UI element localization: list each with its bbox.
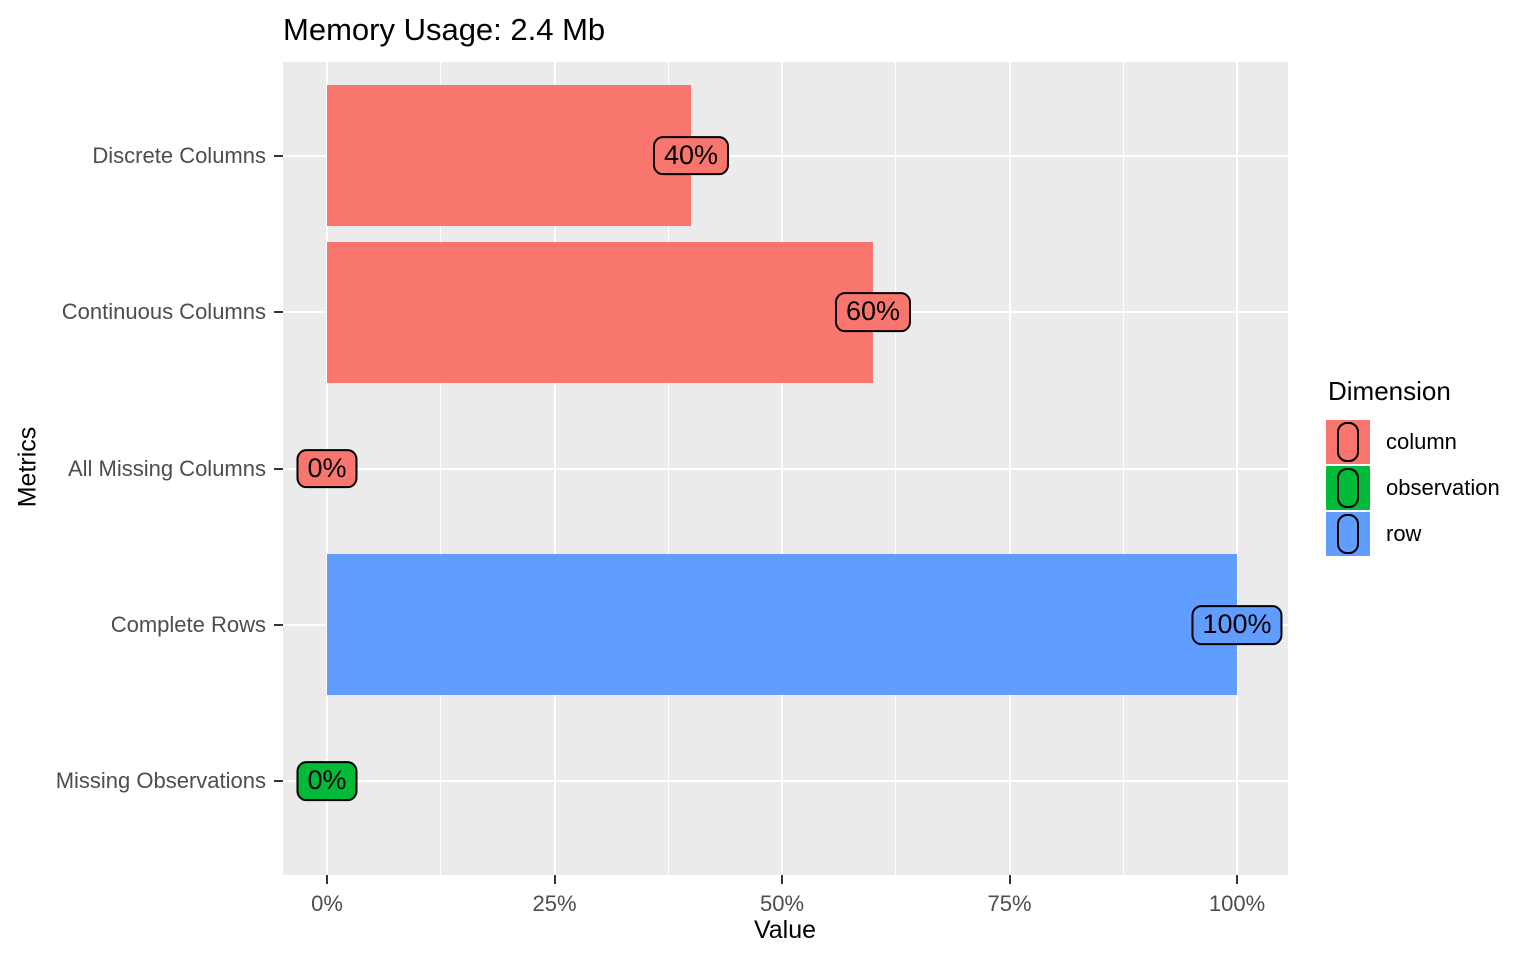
x-tick-mark [553, 875, 556, 884]
y-tick-label: Complete Rows [110, 611, 266, 637]
legend-key-outline [1337, 422, 1359, 462]
y-tick-label: All Missing Columns [67, 455, 266, 481]
y-tick-label: Continuous Columns [61, 299, 266, 325]
x-tick-mark [1236, 875, 1238, 884]
legend-key-outline [1337, 514, 1359, 554]
y-tick-mark [274, 154, 283, 157]
legend: Dimension column observation row [1326, 376, 1500, 558]
bar-row [327, 554, 1237, 696]
bar-value-label: 0% [296, 761, 358, 802]
x-tick-mark [1008, 875, 1011, 884]
x-tick-label: 25% [532, 891, 577, 916]
legend-key-outline [1337, 468, 1359, 508]
x-tick-label: 100% [1208, 891, 1266, 916]
x-tick-mark [781, 875, 783, 884]
plot-title: Memory Usage: 2.4 Mb [283, 12, 606, 47]
bar-value-label: 40% [652, 135, 730, 176]
y-gridline-major [283, 154, 1288, 157]
y-tick-mark [274, 780, 283, 783]
y-tick-label: Discrete Columns [92, 142, 266, 168]
x-tick-mark [326, 875, 328, 884]
bar-value-label: 0% [296, 448, 358, 489]
legend-key-column [1326, 420, 1370, 464]
legend-entry-observation: observation [1326, 466, 1500, 510]
legend-entry-label: row [1386, 521, 1422, 546]
y-tick-mark [274, 623, 283, 626]
legend-entry-row: row [1326, 512, 1500, 556]
legend-entry-label: column [1386, 429, 1457, 454]
x-axis-title: Value [753, 916, 817, 944]
y-axis-title: Metrics [13, 426, 42, 508]
bar-column [327, 241, 873, 383]
bar-value-label: 60% [834, 292, 912, 332]
y-tick-mark [274, 311, 283, 314]
y-tick-label: Missing Observations [55, 768, 266, 794]
x-tick-label: 0% [311, 891, 343, 916]
legend-entries: column observation row [1326, 420, 1500, 556]
legend-key-row [1326, 512, 1370, 556]
y-tick-mark [274, 467, 283, 470]
bar-value-label: 100% [1191, 605, 1283, 645]
y-gridline-major [283, 780, 1288, 783]
legend-key-observation [1326, 466, 1370, 510]
legend-entry-label: observation [1386, 475, 1500, 500]
bar-column [327, 85, 691, 227]
legend-title: Dimension [1328, 376, 1451, 406]
x-tick-label: 75% [987, 891, 1032, 916]
legend-entry-column: column [1326, 420, 1500, 464]
x-tick-label: 50% [759, 891, 805, 916]
plot-panel: 40% 60% 0% 100% 0% [283, 62, 1288, 875]
y-gridline-major [283, 467, 1288, 470]
